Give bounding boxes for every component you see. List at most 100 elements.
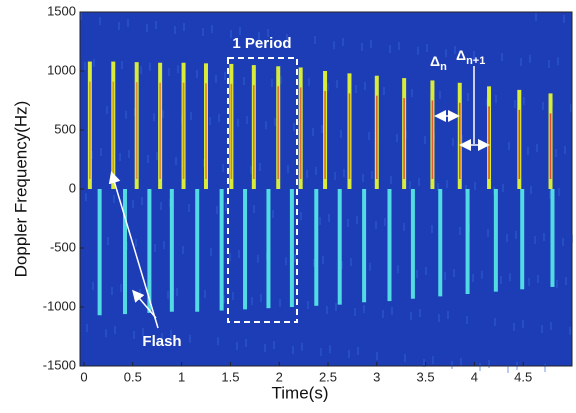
noise <box>293 123 295 131</box>
x-tick-label: 3 <box>373 369 380 384</box>
noise <box>558 188 560 196</box>
noise <box>403 223 405 231</box>
noise <box>398 42 400 50</box>
noise <box>361 43 363 51</box>
noise <box>416 270 418 278</box>
x-tick-label: 3.5 <box>417 369 435 384</box>
noise <box>85 193 87 201</box>
x-tick-label: 0 <box>80 369 87 384</box>
noise <box>326 306 328 314</box>
noise <box>501 53 503 61</box>
noise <box>452 138 454 146</box>
noise <box>286 34 288 42</box>
flash-stripe <box>438 189 443 297</box>
noise <box>555 149 557 157</box>
noise <box>342 38 344 46</box>
stripe-core <box>376 95 378 179</box>
noise <box>506 234 508 242</box>
noise <box>225 203 227 211</box>
noise <box>202 28 204 36</box>
noise <box>528 278 530 286</box>
noise <box>313 259 315 267</box>
noise <box>312 128 314 136</box>
noise <box>125 111 127 119</box>
noise <box>170 330 172 338</box>
noise <box>335 303 337 311</box>
stripe-core <box>348 93 351 179</box>
noise <box>107 237 109 245</box>
noise <box>389 45 391 53</box>
noise <box>423 359 425 367</box>
flash-stripe <box>362 189 367 303</box>
stripe-core <box>253 85 255 179</box>
noise <box>523 97 525 105</box>
noise <box>91 151 93 159</box>
stripe-core <box>403 98 405 179</box>
noise <box>508 142 510 150</box>
noise <box>280 76 282 84</box>
noise <box>215 75 217 83</box>
noise <box>211 25 213 33</box>
flash-stripe <box>520 189 525 290</box>
flash-stripe <box>387 189 392 302</box>
noise <box>522 320 524 328</box>
noise <box>509 273 511 281</box>
delta-symbol: Δ <box>456 47 466 63</box>
noise <box>238 250 240 258</box>
stripe-core <box>518 109 521 179</box>
noise <box>119 153 121 161</box>
noise <box>391 307 393 315</box>
noise <box>106 106 108 114</box>
noise <box>209 117 211 125</box>
noise <box>397 265 399 273</box>
noise <box>321 125 323 133</box>
noise <box>183 23 185 31</box>
flash-stripe <box>97 189 102 316</box>
noise <box>239 27 241 35</box>
stripe-core <box>182 82 185 179</box>
noise <box>204 290 206 298</box>
noise <box>340 130 342 138</box>
delta-n1-label: Δn+1 <box>456 47 485 67</box>
noise <box>327 83 329 91</box>
noise <box>486 98 488 106</box>
noise <box>333 41 335 49</box>
noise <box>272 210 274 218</box>
noise <box>161 333 163 341</box>
noise <box>111 287 113 295</box>
stripe-core <box>488 106 490 179</box>
noise <box>334 172 336 180</box>
x-tick-label: 2 <box>276 369 283 384</box>
noise <box>530 186 532 194</box>
noise <box>336 80 338 88</box>
noise <box>543 233 545 241</box>
noise <box>118 22 120 30</box>
noise <box>246 116 248 124</box>
flash-stripe <box>243 189 248 310</box>
y-tick-label: -500 <box>50 239 76 254</box>
noise <box>355 85 357 93</box>
stripe-core <box>277 86 280 179</box>
noise <box>237 119 239 127</box>
noise <box>537 275 539 283</box>
noise <box>121 61 123 69</box>
noise <box>445 49 447 57</box>
noise <box>527 147 529 155</box>
noise <box>177 65 179 73</box>
noise <box>550 322 552 330</box>
noise <box>563 15 565 23</box>
noise <box>113 195 115 203</box>
flash-stripe <box>550 189 555 287</box>
stripe-core <box>89 81 91 179</box>
stripe-core <box>159 82 161 179</box>
noise <box>564 146 566 154</box>
flash-stripe <box>219 189 224 311</box>
y-tick-label: 1000 <box>47 62 76 77</box>
noise <box>84 62 86 70</box>
noise <box>453 269 455 277</box>
stripe-core <box>135 82 138 179</box>
x-axis-label: Time(s) <box>272 383 329 402</box>
flash-stripe <box>195 189 200 312</box>
noise <box>301 343 303 351</box>
x-tick-label: 1.5 <box>221 369 239 384</box>
